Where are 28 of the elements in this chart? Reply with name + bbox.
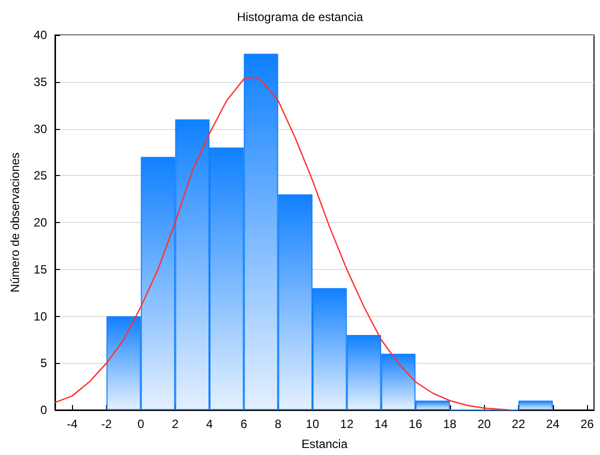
x-tick-label: 16	[408, 417, 422, 431]
chart-title: Histograma de estancia	[236, 10, 364, 24]
y-tick-label: 15	[34, 262, 48, 276]
x-tick-label: 12	[340, 417, 354, 431]
x-tick-label: 2	[172, 417, 179, 431]
y-tick-label: 5	[40, 356, 48, 370]
x-tick-label: -2	[101, 417, 112, 431]
x-tick-label: 20	[477, 417, 492, 431]
y-tick-label: 25	[34, 168, 48, 183]
y-axis-title: Número de observaciones	[8, 152, 22, 293]
x-tick-label: 24	[546, 417, 560, 431]
x-tick-label: 18	[443, 417, 457, 431]
y-tick-label: 40	[34, 28, 48, 42]
x-tick-label: 14	[374, 417, 388, 431]
x-tick-label: 6	[240, 417, 248, 431]
y-tick-label: 35	[34, 74, 48, 89]
x-tick-label: 22	[512, 417, 526, 431]
y-tick-label: 30	[34, 122, 48, 136]
x-tick-label: 26	[580, 417, 594, 431]
x-tick-label: 10	[306, 417, 320, 431]
x-axis-title: Estancia	[301, 437, 348, 451]
y-tick-label: 20	[34, 216, 48, 230]
y-tick-label: 10	[34, 309, 48, 324]
y-tick-label: 0	[40, 403, 48, 417]
x-tick-label: 0	[137, 417, 144, 431]
x-tick-label: 4	[206, 417, 214, 431]
x-tick-label: 8	[274, 417, 282, 431]
x-tick-label: -4	[66, 417, 78, 431]
